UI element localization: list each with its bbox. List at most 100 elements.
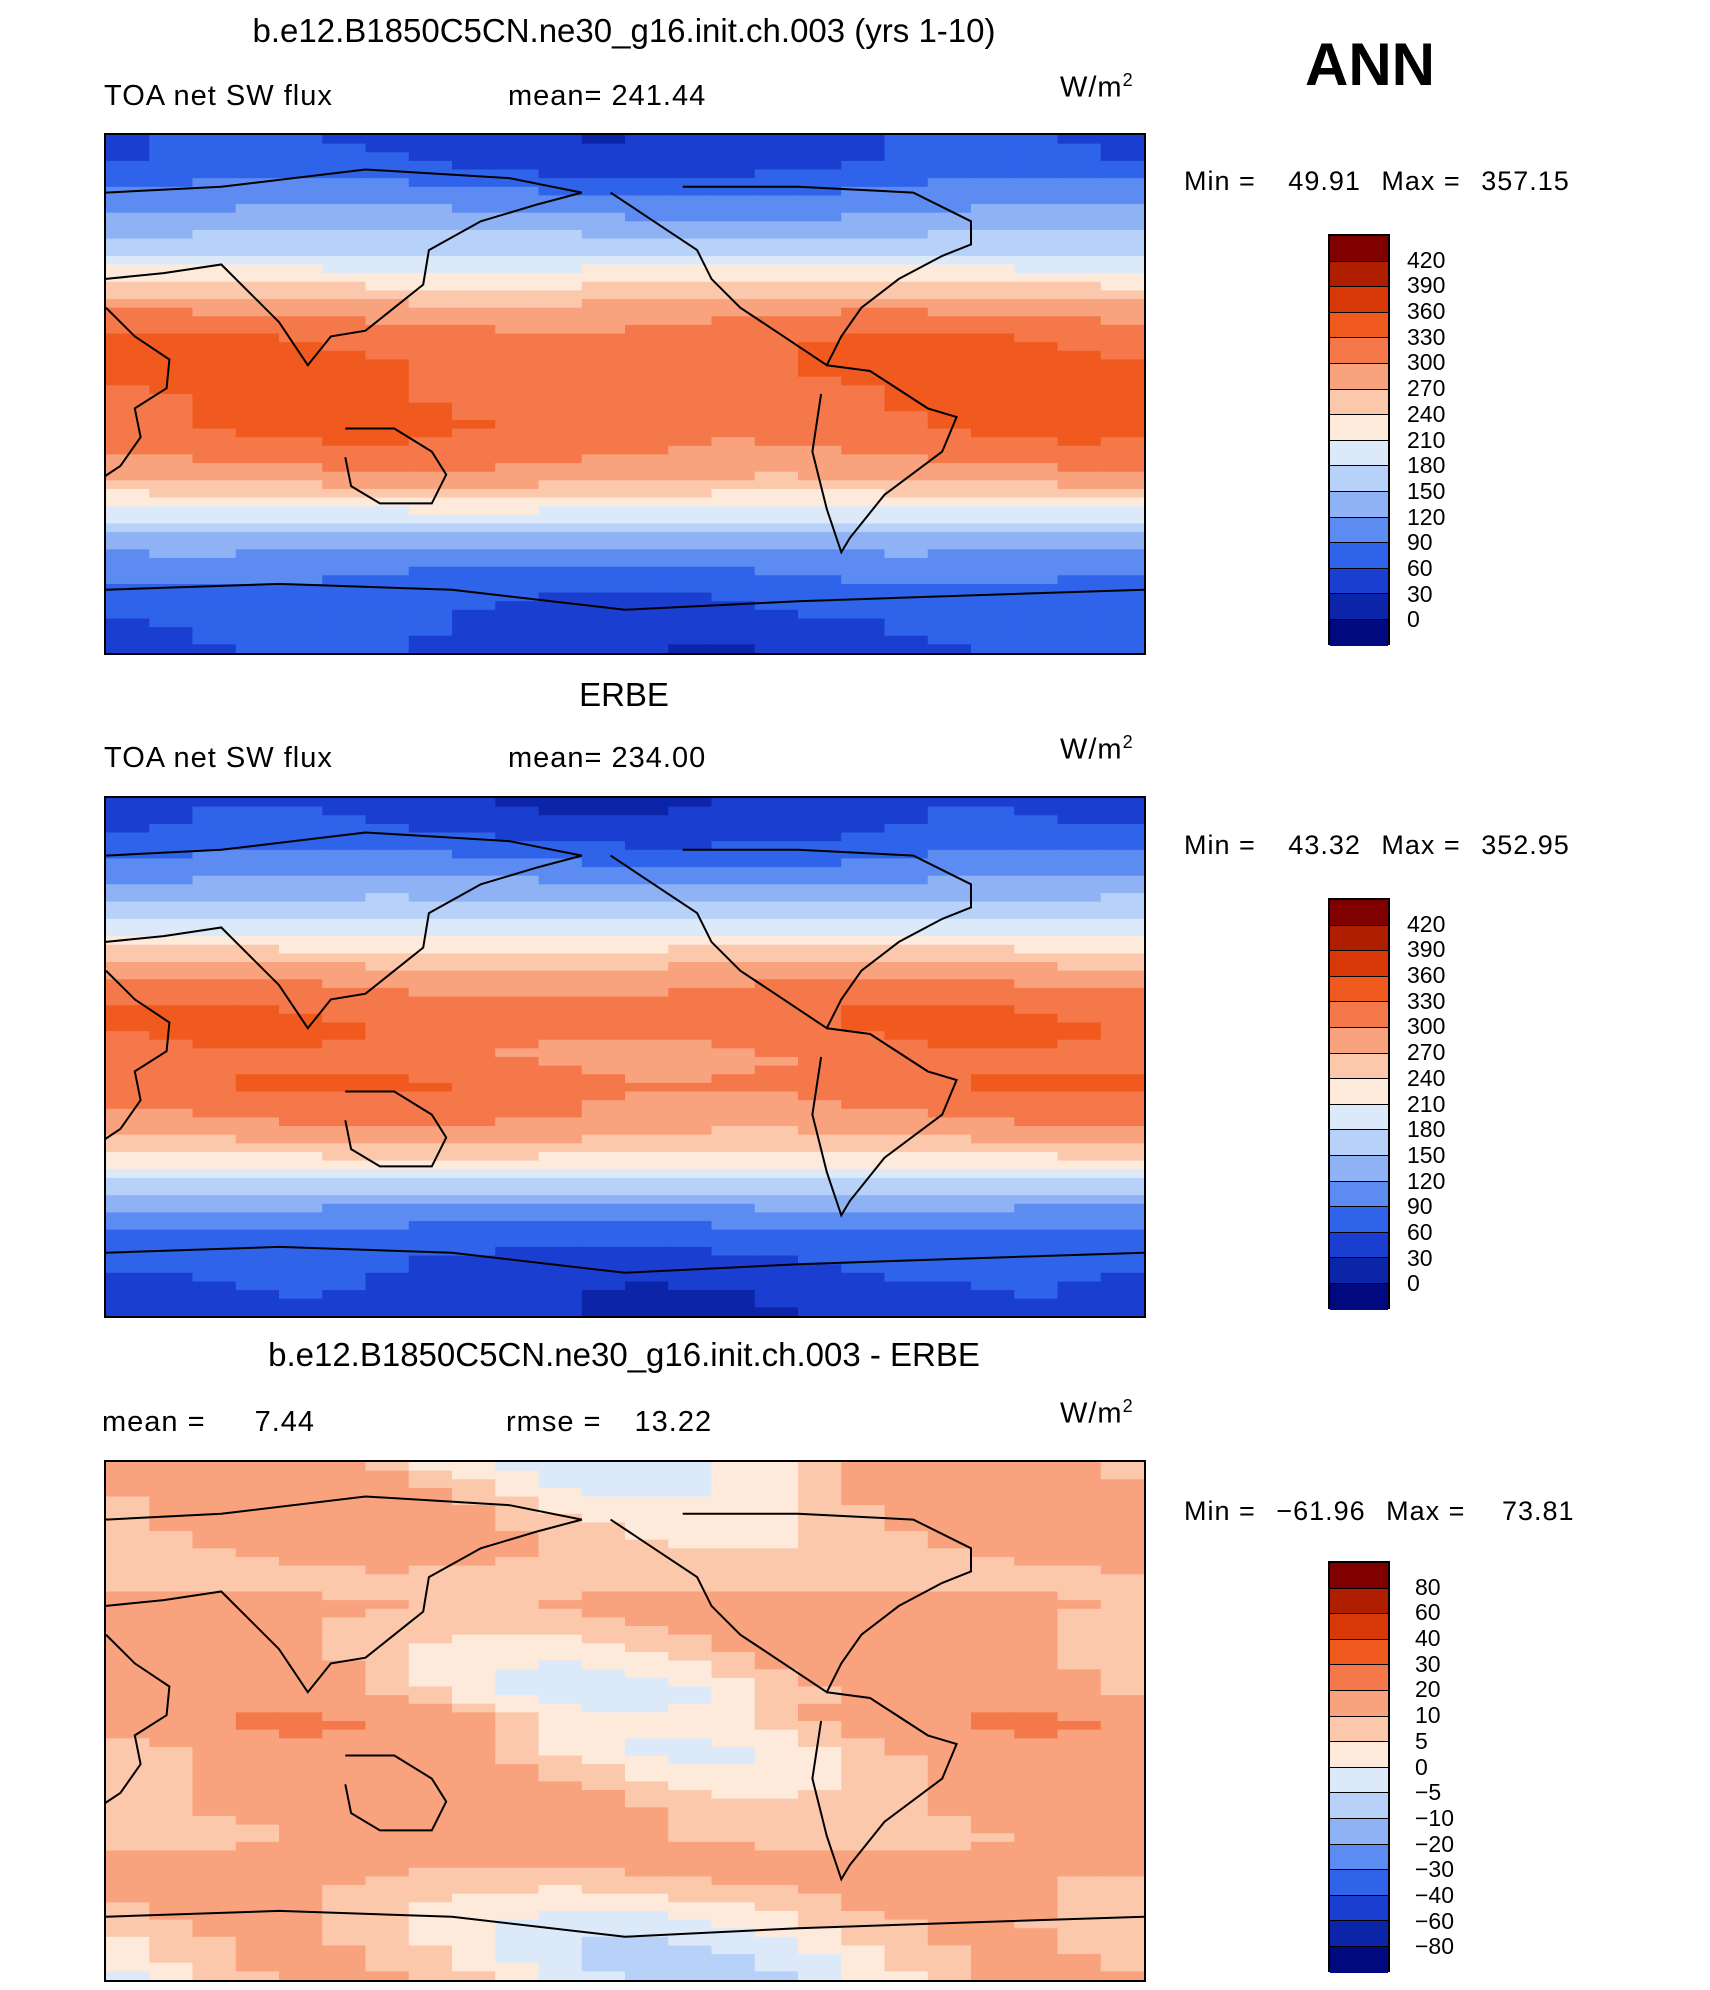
map-cell xyxy=(754,1660,799,1670)
map-cell xyxy=(235,1695,280,1705)
map-cell xyxy=(235,1522,280,1532)
map-cell xyxy=(235,1738,280,1748)
map-cell xyxy=(971,1902,1015,1912)
map-cell xyxy=(1057,523,1102,533)
map-cell xyxy=(149,350,194,361)
map-cell xyxy=(927,376,972,386)
map-cell xyxy=(1100,471,1144,481)
map-cell xyxy=(971,471,1015,481)
map-cell xyxy=(192,281,237,291)
map-cell xyxy=(841,1057,886,1067)
map-cell xyxy=(711,566,756,576)
map-cell xyxy=(1014,221,1059,231)
map-cell xyxy=(408,1565,453,1575)
map-cell xyxy=(841,204,886,214)
map-cell xyxy=(279,1962,323,1972)
map-cell xyxy=(841,601,886,611)
map-cell xyxy=(668,1764,713,1774)
map-cell xyxy=(754,1885,799,1895)
map-cell xyxy=(581,1608,626,1618)
map-cell xyxy=(1057,996,1102,1006)
map-cell xyxy=(1057,368,1102,378)
map-cell xyxy=(279,858,323,868)
map-cell xyxy=(279,1462,323,1472)
map-cell xyxy=(1014,996,1059,1006)
map-cell xyxy=(235,583,280,594)
map-cell xyxy=(149,875,194,885)
map-cell xyxy=(1100,1841,1144,1852)
map-cell xyxy=(581,1971,626,1980)
map-cell xyxy=(1100,1608,1144,1618)
map-cell xyxy=(884,143,929,153)
map-cell xyxy=(971,1729,1015,1739)
panel-1-min-value: 49.91 xyxy=(1288,166,1361,196)
map-cell xyxy=(581,1738,626,1748)
map-cell xyxy=(106,411,150,421)
map-cell xyxy=(754,1496,799,1506)
map-cell xyxy=(192,832,237,842)
map-cell xyxy=(927,1298,972,1308)
map-cell xyxy=(365,368,410,378)
map-cell xyxy=(625,1108,669,1119)
map-cell xyxy=(106,806,150,816)
map-cell xyxy=(365,1738,410,1748)
map-cell xyxy=(538,1643,583,1653)
map-cell xyxy=(322,1031,367,1041)
map-cell xyxy=(192,1902,237,1912)
map-cell xyxy=(841,160,886,171)
map-cell xyxy=(408,1919,453,1929)
map-cell xyxy=(149,1962,194,1972)
map-cell xyxy=(365,160,410,171)
map-cell xyxy=(452,480,496,490)
map-cell xyxy=(668,901,713,911)
map-cell xyxy=(754,1608,799,1618)
map-cell xyxy=(668,1945,713,1955)
map-cell xyxy=(625,1919,669,1929)
map-cell xyxy=(711,497,756,507)
map-cell xyxy=(495,255,540,266)
map-cell xyxy=(927,1531,972,1541)
map-cell xyxy=(106,1470,150,1480)
colorbar-tick-label: 120 xyxy=(1407,1167,1446,1194)
map-cell xyxy=(495,1203,540,1213)
map-cell xyxy=(149,1177,194,1188)
map-cell xyxy=(1057,1721,1102,1731)
map-cell xyxy=(322,178,367,188)
map-cell xyxy=(1100,1746,1144,1757)
map-cell xyxy=(452,368,496,378)
map-cell xyxy=(495,385,540,395)
map-cell xyxy=(322,1298,367,1308)
map-cell xyxy=(1100,1660,1144,1670)
map-cell xyxy=(841,798,886,808)
map-cell xyxy=(279,1126,323,1136)
map-cell xyxy=(668,1721,713,1731)
map-cell xyxy=(1057,867,1102,877)
map-cell xyxy=(927,1962,972,1972)
map-cell xyxy=(235,1928,280,1938)
map-cell xyxy=(235,798,280,808)
map-cell xyxy=(1014,1255,1059,1265)
map-cell xyxy=(1057,1833,1102,1843)
map-cell xyxy=(235,1082,280,1093)
coastline xyxy=(106,306,171,477)
map-cell xyxy=(1014,1169,1059,1179)
map-cell xyxy=(538,497,583,507)
map-cell xyxy=(1014,849,1059,860)
map-cell xyxy=(1014,1005,1059,1015)
map-cell xyxy=(538,936,583,946)
map-cell xyxy=(365,858,410,868)
map-cell xyxy=(106,558,150,568)
map-cell xyxy=(668,1221,713,1231)
map-cell xyxy=(365,471,410,481)
map-cell xyxy=(581,1307,626,1316)
map-cell xyxy=(1057,1108,1102,1119)
map-cell xyxy=(235,635,280,645)
map-cell xyxy=(668,1082,713,1093)
map-cell xyxy=(841,1841,886,1852)
map-cell xyxy=(538,1867,583,1877)
map-cell xyxy=(711,1264,756,1274)
map-cell xyxy=(538,1738,583,1748)
map-cell xyxy=(106,1556,150,1567)
colorbar-tick-label: 330 xyxy=(1407,323,1446,350)
map-cell xyxy=(365,1928,410,1938)
